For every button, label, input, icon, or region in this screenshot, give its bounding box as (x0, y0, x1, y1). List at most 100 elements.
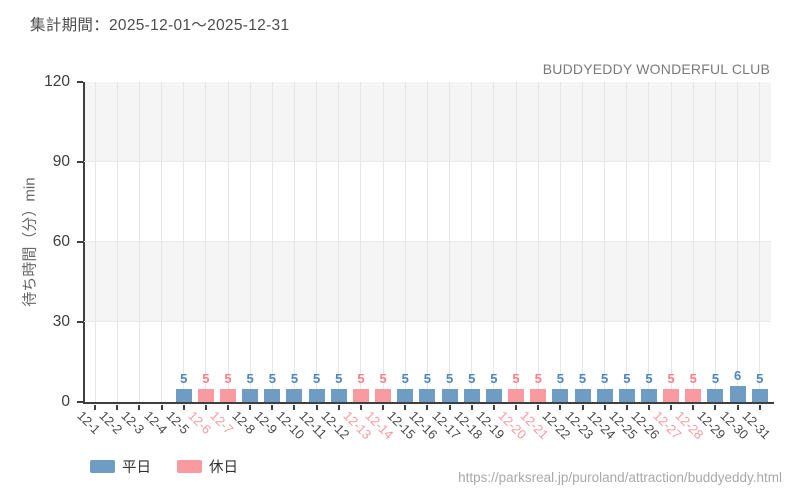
y-tickmark-30 (77, 321, 83, 323)
v-gridline-12-25 (626, 82, 628, 402)
column-12-3: 12-3 (119, 82, 150, 437)
v-gridline-12-18 (471, 82, 473, 402)
x-tickmark-12-24 (603, 405, 606, 410)
column-12-1: 12-1 (74, 82, 106, 437)
bar-value-12-5: 5 (180, 371, 188, 386)
bar-12-23 (574, 389, 591, 402)
y-tickmark-90 (77, 161, 83, 163)
legend-item-休日: 休日 (177, 456, 238, 477)
v-gridline-12-7 (227, 82, 229, 402)
v-gridline-12-26 (648, 82, 650, 402)
bar-value-12-16: 5 (423, 371, 432, 386)
bar-12-9 (264, 389, 281, 402)
y-axis-line (83, 82, 85, 404)
v-gridline-12-2 (116, 82, 118, 402)
x-label-12-7: 12-7 (207, 408, 237, 438)
bar-12-15 (397, 389, 414, 402)
v-gridline-12-6 (205, 82, 207, 402)
v-gridline-12-29 (714, 82, 716, 402)
column-12-13: 5 12-13 (340, 82, 374, 442)
bar-value-12-29: 5 (711, 371, 720, 386)
bar-12-27 (663, 389, 680, 402)
bar-12-12 (330, 389, 347, 402)
bar-12-31 (751, 389, 768, 402)
bar-12-17 (441, 389, 458, 402)
bar-12-24 (596, 389, 613, 402)
x-tickmark-12-7 (227, 405, 230, 410)
column-12-8: 5 12-8 (230, 82, 261, 437)
bar-value-12-18: 5 (468, 371, 476, 386)
v-gridline-12-22 (559, 82, 561, 402)
bar-value-12-10: 5 (290, 371, 299, 386)
x-tickmark-12-1 (94, 405, 97, 410)
bar-value-12-24: 5 (601, 371, 609, 386)
x-tickmark-12-4 (160, 405, 163, 410)
v-gridline-12-9 (271, 82, 273, 402)
x-tickmark-12-23 (581, 405, 584, 410)
v-gridline-12-30 (737, 82, 739, 402)
v-gridline-12-31 (759, 82, 761, 402)
bar-value-12-8: 5 (246, 371, 254, 386)
column-12-20: 5 12-20 (495, 82, 530, 442)
x-label-12-6: 12-6 (185, 408, 215, 438)
x-label-12-5: 12-5 (163, 408, 193, 438)
bar-12-10 (286, 389, 303, 402)
x-tickmark-12-5 (182, 405, 185, 410)
v-gridline-12-11 (316, 82, 318, 402)
bar-12-19 (485, 389, 502, 402)
x-tickmark-12-26 (647, 405, 650, 410)
x-tickmark-12-29 (714, 405, 717, 410)
v-gridline-12-12 (338, 82, 340, 402)
x-tickmark-12-11 (315, 405, 318, 410)
y-tick-label-120: 120 (44, 73, 70, 90)
column-12-12: 5 12-12 (318, 82, 352, 442)
bar-12-25 (618, 389, 635, 402)
plot-columns: 12-1 12-2 12-3 12-4 5 12-5 5 12-6 5 12-7 5 12-8 5 12-… (74, 82, 773, 442)
x-label-12-4: 12-4 (140, 408, 170, 438)
v-gridline-12-3 (138, 82, 140, 402)
legend-swatch-休日 (177, 460, 202, 473)
x-tickmark-12-25 (625, 405, 628, 410)
y-tick-label-0: 0 (61, 393, 70, 410)
aggregation-period-label: 集計期間：2025-12-01～2025-12-31 (30, 17, 290, 34)
x-tickmark-12-17 (448, 405, 451, 410)
bar-12-6 (197, 389, 214, 402)
h-gridline-30 (84, 321, 771, 322)
column-12-5: 5 12-5 (163, 82, 195, 437)
bar-value-12-17: 5 (445, 371, 454, 386)
bar-value-12-26: 5 (645, 371, 653, 386)
y-tick-label-60: 60 (52, 233, 70, 250)
x-tickmark-12-9 (271, 405, 274, 410)
column-12-14: 5 12-14 (363, 82, 397, 442)
column-12-6: 5 12-6 (185, 82, 217, 437)
bar-value-12-9: 5 (268, 371, 276, 386)
bar-12-14 (375, 389, 392, 402)
v-gridline-12-24 (604, 82, 606, 402)
bar-12-8 (242, 389, 259, 402)
column-12-2: 12-2 (97, 82, 128, 437)
bar-value-12-6: 5 (202, 371, 210, 386)
v-gridline-12-20 (515, 82, 517, 402)
bar-12-16 (419, 389, 436, 402)
column-12-10: 5 12-10 (274, 82, 308, 442)
x-tickmark-12-27 (670, 405, 673, 410)
column-12-31: 5 12-31 (739, 82, 773, 442)
bar-12-11 (308, 389, 325, 402)
v-gridline-12-16 (426, 82, 428, 402)
column-12-7: 5 12-7 (207, 82, 239, 437)
v-gridline-12-15 (404, 82, 406, 402)
bar-12-20 (508, 389, 525, 402)
legend-swatch-平日 (90, 460, 115, 473)
v-gridline-12-14 (382, 82, 384, 402)
x-axis-line (83, 402, 774, 404)
legend-label-休日: 休日 (209, 460, 238, 476)
v-gridline-12-27 (670, 82, 672, 402)
v-gridline-12-1 (94, 82, 96, 402)
bar-value-12-12: 5 (335, 371, 343, 386)
x-tickmark-12-22 (559, 405, 562, 410)
bar-value-12-11: 5 (313, 371, 321, 386)
column-12-18: 5 12-18 (451, 82, 485, 442)
bar-value-12-21: 5 (534, 371, 542, 386)
v-gridline-12-17 (449, 82, 451, 402)
column-12-25: 5 12-25 (606, 82, 640, 442)
